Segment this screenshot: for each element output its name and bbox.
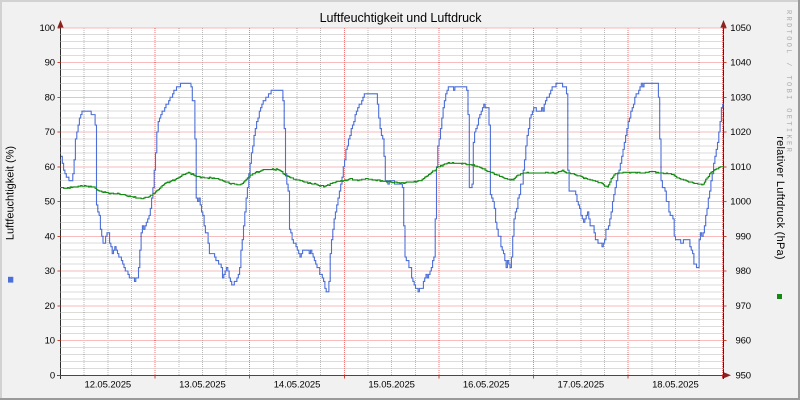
svg-text:13.05.2025: 13.05.2025 (179, 380, 226, 391)
svg-text:1020: 1020 (730, 127, 751, 138)
svg-text:1040: 1040 (730, 58, 751, 69)
svg-text:950: 950 (735, 370, 751, 381)
svg-text:990: 990 (735, 231, 751, 242)
svg-text:960: 960 (735, 336, 751, 347)
svg-text:Luftfeuchtigkeit (%): Luftfeuchtigkeit (%) (5, 146, 17, 240)
svg-text:Luftfeuchtigkeit und Luftdruck: Luftfeuchtigkeit und Luftdruck (320, 11, 483, 25)
svg-text:17.05.2025: 17.05.2025 (558, 380, 605, 391)
svg-text:14.05.2025: 14.05.2025 (274, 380, 321, 391)
svg-text:70: 70 (45, 127, 55, 138)
svg-text:18.05.2025: 18.05.2025 (652, 380, 699, 391)
svg-text:0: 0 (50, 370, 55, 381)
svg-text:1050: 1050 (730, 23, 751, 34)
svg-text:60: 60 (45, 162, 55, 173)
svg-text:80: 80 (45, 92, 55, 103)
svg-text:16.05.2025: 16.05.2025 (463, 380, 510, 391)
svg-text:RRDTOOL / TOBI OETIKER: RRDTOOL / TOBI OETIKER (784, 10, 792, 154)
svg-text:15.05.2025: 15.05.2025 (368, 380, 415, 391)
svg-text:20: 20 (45, 301, 55, 312)
svg-text:90: 90 (45, 58, 55, 69)
svg-text:1000: 1000 (730, 197, 751, 208)
svg-text:50: 50 (45, 197, 55, 208)
svg-text:100: 100 (39, 23, 55, 34)
svg-text:970: 970 (735, 301, 751, 312)
svg-text:12.05.2025: 12.05.2025 (85, 380, 132, 391)
svg-text:10: 10 (45, 336, 55, 347)
svg-text:1010: 1010 (730, 162, 751, 173)
svg-text:40: 40 (45, 231, 55, 242)
svg-text:30: 30 (45, 266, 55, 277)
svg-text:1030: 1030 (730, 92, 751, 103)
svg-text:980: 980 (735, 266, 751, 277)
svg-text:relativer Luftdruck (hPa): relativer Luftdruck (hPa) (774, 136, 786, 260)
